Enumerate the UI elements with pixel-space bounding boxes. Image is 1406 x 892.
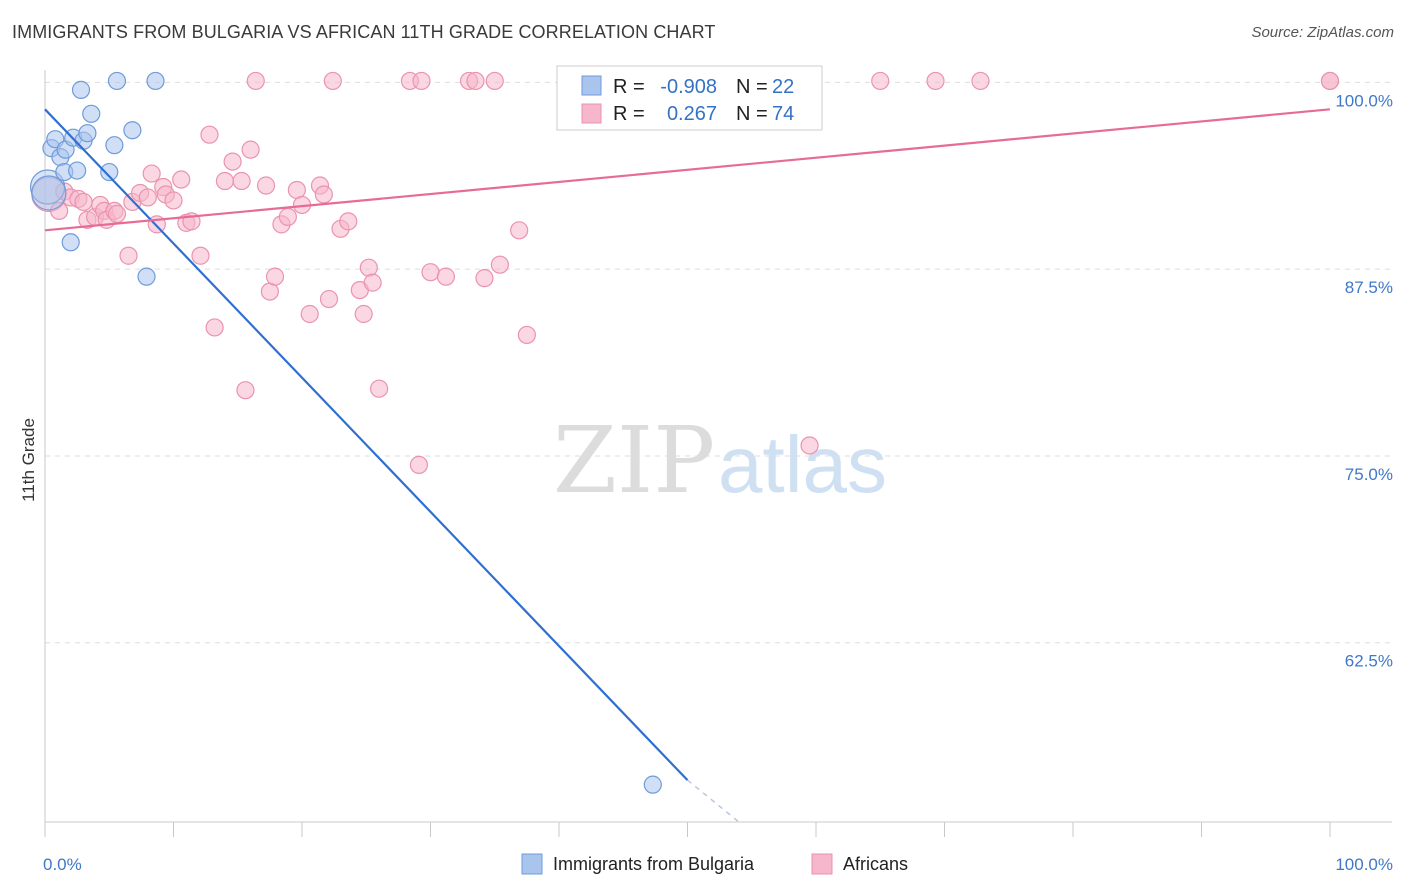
point-africans [475,269,494,288]
point-africans [926,71,945,91]
point-bulgaria [82,104,101,123]
point-africans [409,455,429,475]
point-africans [359,258,378,277]
axes [44,70,1392,837]
point-bulgaria [68,161,87,180]
legend-label-bulgaria: Immigrants from Bulgaria [553,854,755,874]
gridlines [45,81,1392,644]
point-africans [421,263,440,282]
chart-title: IMMIGRANTS FROM BULGARIA VS AFRICAN 11TH… [12,22,716,42]
point-africans [50,201,69,221]
legend-label-africans: Africans [843,854,908,874]
point-africans [278,207,297,226]
point-africans [241,140,260,159]
trend-line-bulgaria-extension [687,779,740,823]
point-africans [319,289,339,309]
point-africans [223,152,242,171]
point-africans [323,71,342,91]
point-africans [191,246,210,265]
point-africans [246,71,265,91]
point-africans [871,71,890,91]
point-africans [265,267,285,286]
point-africans [215,171,234,191]
point-africans [164,191,183,210]
stats-swatch-africans [581,103,602,124]
point-bulgaria [105,136,124,155]
point-africans [256,176,276,195]
point-africans [314,185,333,204]
point-africans [74,192,93,212]
point-africans [370,379,389,398]
y-tick-label: 100.0% [1335,91,1393,110]
point-africans [971,71,990,91]
point-africans [412,71,431,91]
point-africans [1320,71,1340,91]
point-africans [339,212,358,231]
y-tick-label: 75.0% [1345,465,1393,484]
stats-n-label-bulgaria: N = [736,76,768,98]
y-tick-label: 87.5% [1345,278,1393,297]
point-africans [300,304,319,324]
series-africans-points [31,71,1340,475]
point-bulgaria [123,121,142,140]
point-africans [363,273,382,292]
y-tick-labels: 62.5% 75.0% 87.5% 100.0% [1335,91,1393,670]
y-axis-title: 11th Grade [19,418,38,502]
watermark: ZIP atlas [553,407,887,514]
point-africans [436,267,456,286]
legend-swatch-bulgaria [521,853,543,875]
trend-lines [44,108,1331,823]
source-label: Source: ZipAtlas.com [1251,24,1394,41]
point-africans [510,221,529,240]
series-legend: Immigrants from Bulgaria Africans [521,853,908,875]
point-africans [107,204,127,223]
point-africans [232,171,251,191]
stats-n-label-africans: N = [736,103,768,125]
stats-r-value-africans: 0.267 [667,103,717,125]
point-africans [119,246,138,265]
x-tick-label: 100.0% [1335,855,1393,874]
point-africans [236,381,255,400]
point-africans [485,71,504,91]
point-africans [142,164,161,183]
point-africans [517,325,536,345]
x-tick-label: 0.0% [43,855,82,874]
point-africans [200,125,219,144]
point-africans [354,304,373,324]
point-africans [466,71,485,91]
x-tick-labels: 0.0% 100.0% [43,855,1393,874]
point-africans [490,255,509,274]
point-bulgaria [107,71,127,91]
stats-r-label-africans: R = [613,103,645,125]
point-africans [172,170,191,189]
point-bulgaria [100,162,119,182]
point-bulgaria [643,775,662,794]
stats-r-label-bulgaria: R = [613,76,645,98]
stats-swatch-bulgaria [581,75,602,96]
point-africans [138,188,157,207]
y-tick-label: 62.5% [1345,652,1393,671]
point-bulgaria [31,175,67,211]
stats-n-value-africans: 74 [772,103,794,125]
point-africans [800,436,819,455]
point-bulgaria [137,267,156,286]
stats-n-value-bulgaria: 22 [772,76,794,98]
point-bulgaria [78,124,97,143]
watermark-atlas: atlas [718,420,887,509]
legend-swatch-africans [811,853,833,875]
watermark-zip: ZIP [553,407,715,514]
trend-line-africans [44,108,1331,232]
stats-r-value-bulgaria: -0.908 [660,76,717,98]
stats-legend: R = -0.908 N = 22 R = 0.267 N = 74 [556,65,823,131]
point-bulgaria [71,80,91,99]
point-bulgaria [146,71,165,91]
point-bulgaria [61,233,80,252]
point-africans [205,318,224,337]
